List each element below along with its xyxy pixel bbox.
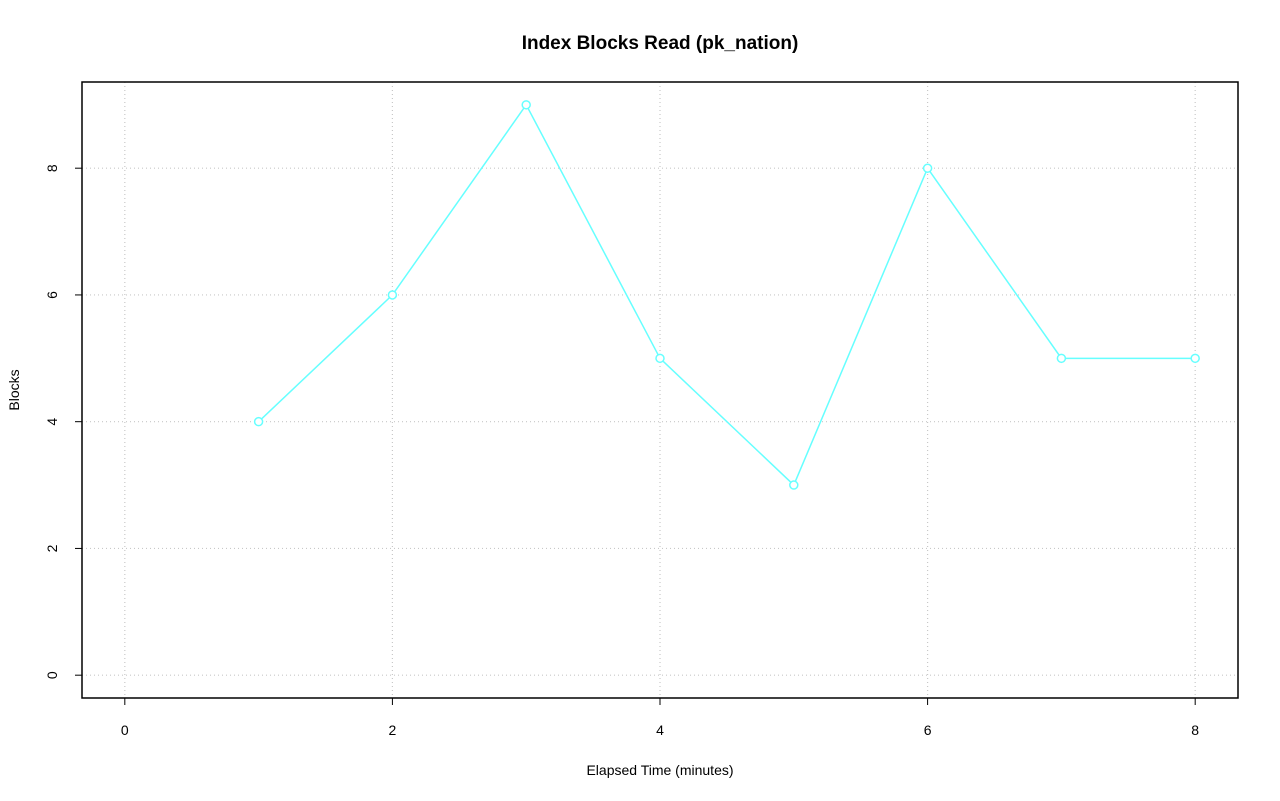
y-tick-label: 8: [44, 164, 60, 172]
data-point: [1056, 353, 1067, 364]
x-tick-label: 8: [1191, 722, 1199, 738]
data-line: [258, 103, 1196, 487]
x-tick-label: 4: [656, 722, 664, 738]
data-point: [253, 416, 264, 427]
y-tick-label: 0: [44, 671, 60, 679]
plot-frame: [81, 81, 1239, 699]
y-tick-label: 2: [44, 544, 60, 552]
data-point: [922, 163, 933, 173]
x-axis-label: Elapsed Time (minutes): [586, 762, 733, 778]
y-axis-label: Blocks: [6, 369, 22, 410]
data-point: [655, 353, 665, 364]
y-tick-label: 4: [44, 418, 60, 426]
x-tick-label: 6: [924, 722, 932, 738]
y-tick-label: 6: [44, 291, 60, 299]
data-point: [387, 290, 398, 300]
data-point: [521, 100, 531, 110]
chart-title: Index Blocks Read (pk_nation): [522, 33, 799, 54]
data-point: [789, 480, 799, 490]
x-tick-label: 0: [121, 722, 129, 738]
x-tick-label: 2: [389, 722, 397, 738]
data-point: [1190, 353, 1200, 364]
